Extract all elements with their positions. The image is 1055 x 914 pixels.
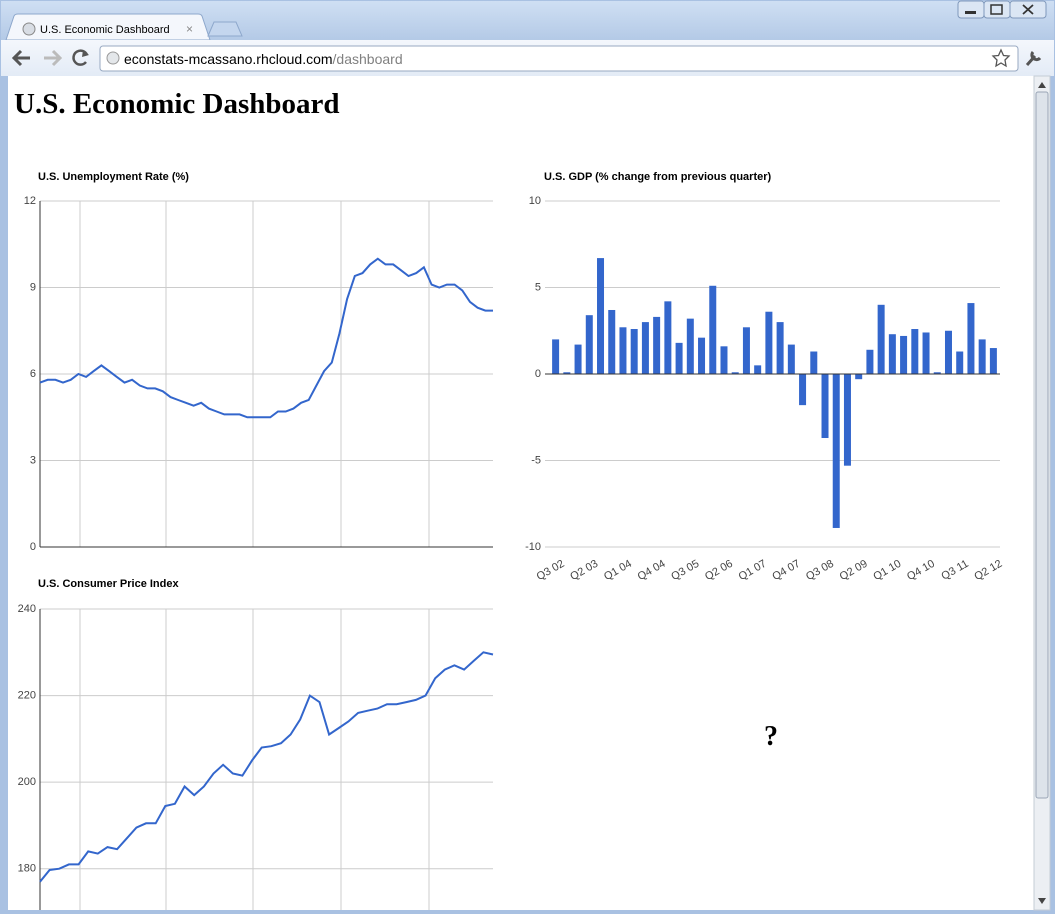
bar	[608, 309, 616, 374]
line	[39, 651, 494, 883]
y-tick-label: 5	[535, 281, 541, 293]
y-tick-label: 200	[18, 776, 36, 788]
y-tick-label: 6	[30, 368, 36, 380]
bar	[664, 301, 672, 374]
bar	[877, 304, 885, 374]
y-tick-label: 220	[18, 689, 36, 701]
bar	[686, 318, 694, 374]
url: econstats-mcassano.rhcloud.com/dashboard	[124, 51, 403, 67]
line	[39, 257, 493, 419]
bar	[821, 374, 829, 439]
bar	[754, 365, 762, 374]
charts: U.S. Unemployment Rate (%) 0 3 6 9 12 U.S. GDP…	[18, 171, 1004, 910]
url-path: /dashboard	[333, 51, 403, 67]
bar	[653, 316, 661, 374]
site-icon	[106, 51, 120, 65]
y-tick-label: -5	[531, 454, 541, 466]
y-tick-label: 9	[30, 281, 36, 293]
bar	[989, 348, 997, 374]
y-tick-label: 0	[535, 368, 541, 380]
bar	[574, 344, 582, 374]
tab-close[interactable]: ×	[186, 22, 193, 36]
address-bar[interactable]	[99, 45, 1019, 72]
bar	[843, 374, 851, 466]
bar	[597, 258, 605, 374]
bar	[675, 342, 683, 374]
bar	[765, 311, 773, 374]
bar	[585, 315, 593, 374]
placeholder: ?	[764, 721, 778, 752]
y-tick-label: 10	[529, 195, 541, 207]
y-tick-label: 0	[30, 541, 36, 553]
bar	[552, 339, 560, 374]
chart: U.S. Consumer Price Index 180 200 220 240	[18, 578, 494, 910]
bar	[776, 322, 784, 374]
page-content	[8, 76, 1034, 910]
y-tick-label: 3	[30, 454, 36, 466]
bar	[922, 332, 930, 374]
bar	[967, 303, 975, 374]
y-tick-label: 180	[18, 863, 36, 875]
scrollbar-thumb[interactable]	[1035, 91, 1049, 799]
page-heading: U.S. Economic Dashboard	[14, 88, 340, 120]
bar	[742, 327, 750, 374]
bar	[911, 329, 919, 374]
maximize-button[interactable]	[983, 0, 1011, 19]
back-button[interactable]	[11, 49, 30, 67]
y-tick-label: -10	[525, 541, 541, 553]
chart-title: U.S. GDP (% change from previous quarter…	[544, 171, 772, 183]
bar	[799, 374, 807, 406]
settings-wrench[interactable]	[1025, 51, 1042, 66]
tab-title: U.S. Economic Dashboard	[40, 24, 170, 36]
tab-icon	[22, 22, 36, 36]
bookmark-star[interactable]	[991, 48, 1011, 68]
bar	[698, 337, 706, 374]
url-host: econstats-mcassano.rhcloud.com	[124, 51, 333, 67]
chart-title: U.S. Consumer Price Index	[38, 578, 179, 590]
bar	[956, 351, 964, 374]
window-controls	[957, 0, 1047, 19]
forward-button[interactable]	[44, 49, 63, 67]
chart-title: U.S. Unemployment Rate (%)	[38, 171, 189, 183]
y-tick-label: 12	[24, 195, 36, 207]
bar	[563, 372, 571, 374]
bar	[832, 374, 840, 528]
new-tab[interactable]	[207, 21, 243, 37]
bar	[787, 344, 795, 374]
bar	[630, 329, 638, 374]
bar	[978, 339, 986, 374]
minimize-button[interactable]	[957, 0, 985, 19]
bar	[810, 351, 818, 374]
bar	[866, 349, 874, 374]
tab[interactable]	[5, 13, 211, 41]
bar	[933, 372, 941, 374]
y-tick-label: 240	[18, 603, 36, 615]
bar	[855, 374, 863, 380]
bar	[709, 285, 717, 374]
bar	[731, 372, 739, 374]
bar	[944, 330, 952, 374]
chart: U.S. Unemployment Rate (%) 0 3 6 9 12	[24, 171, 493, 553]
bar	[720, 346, 728, 374]
bar	[888, 334, 896, 374]
bar	[619, 327, 627, 374]
bar	[641, 322, 649, 374]
bar	[900, 335, 908, 374]
